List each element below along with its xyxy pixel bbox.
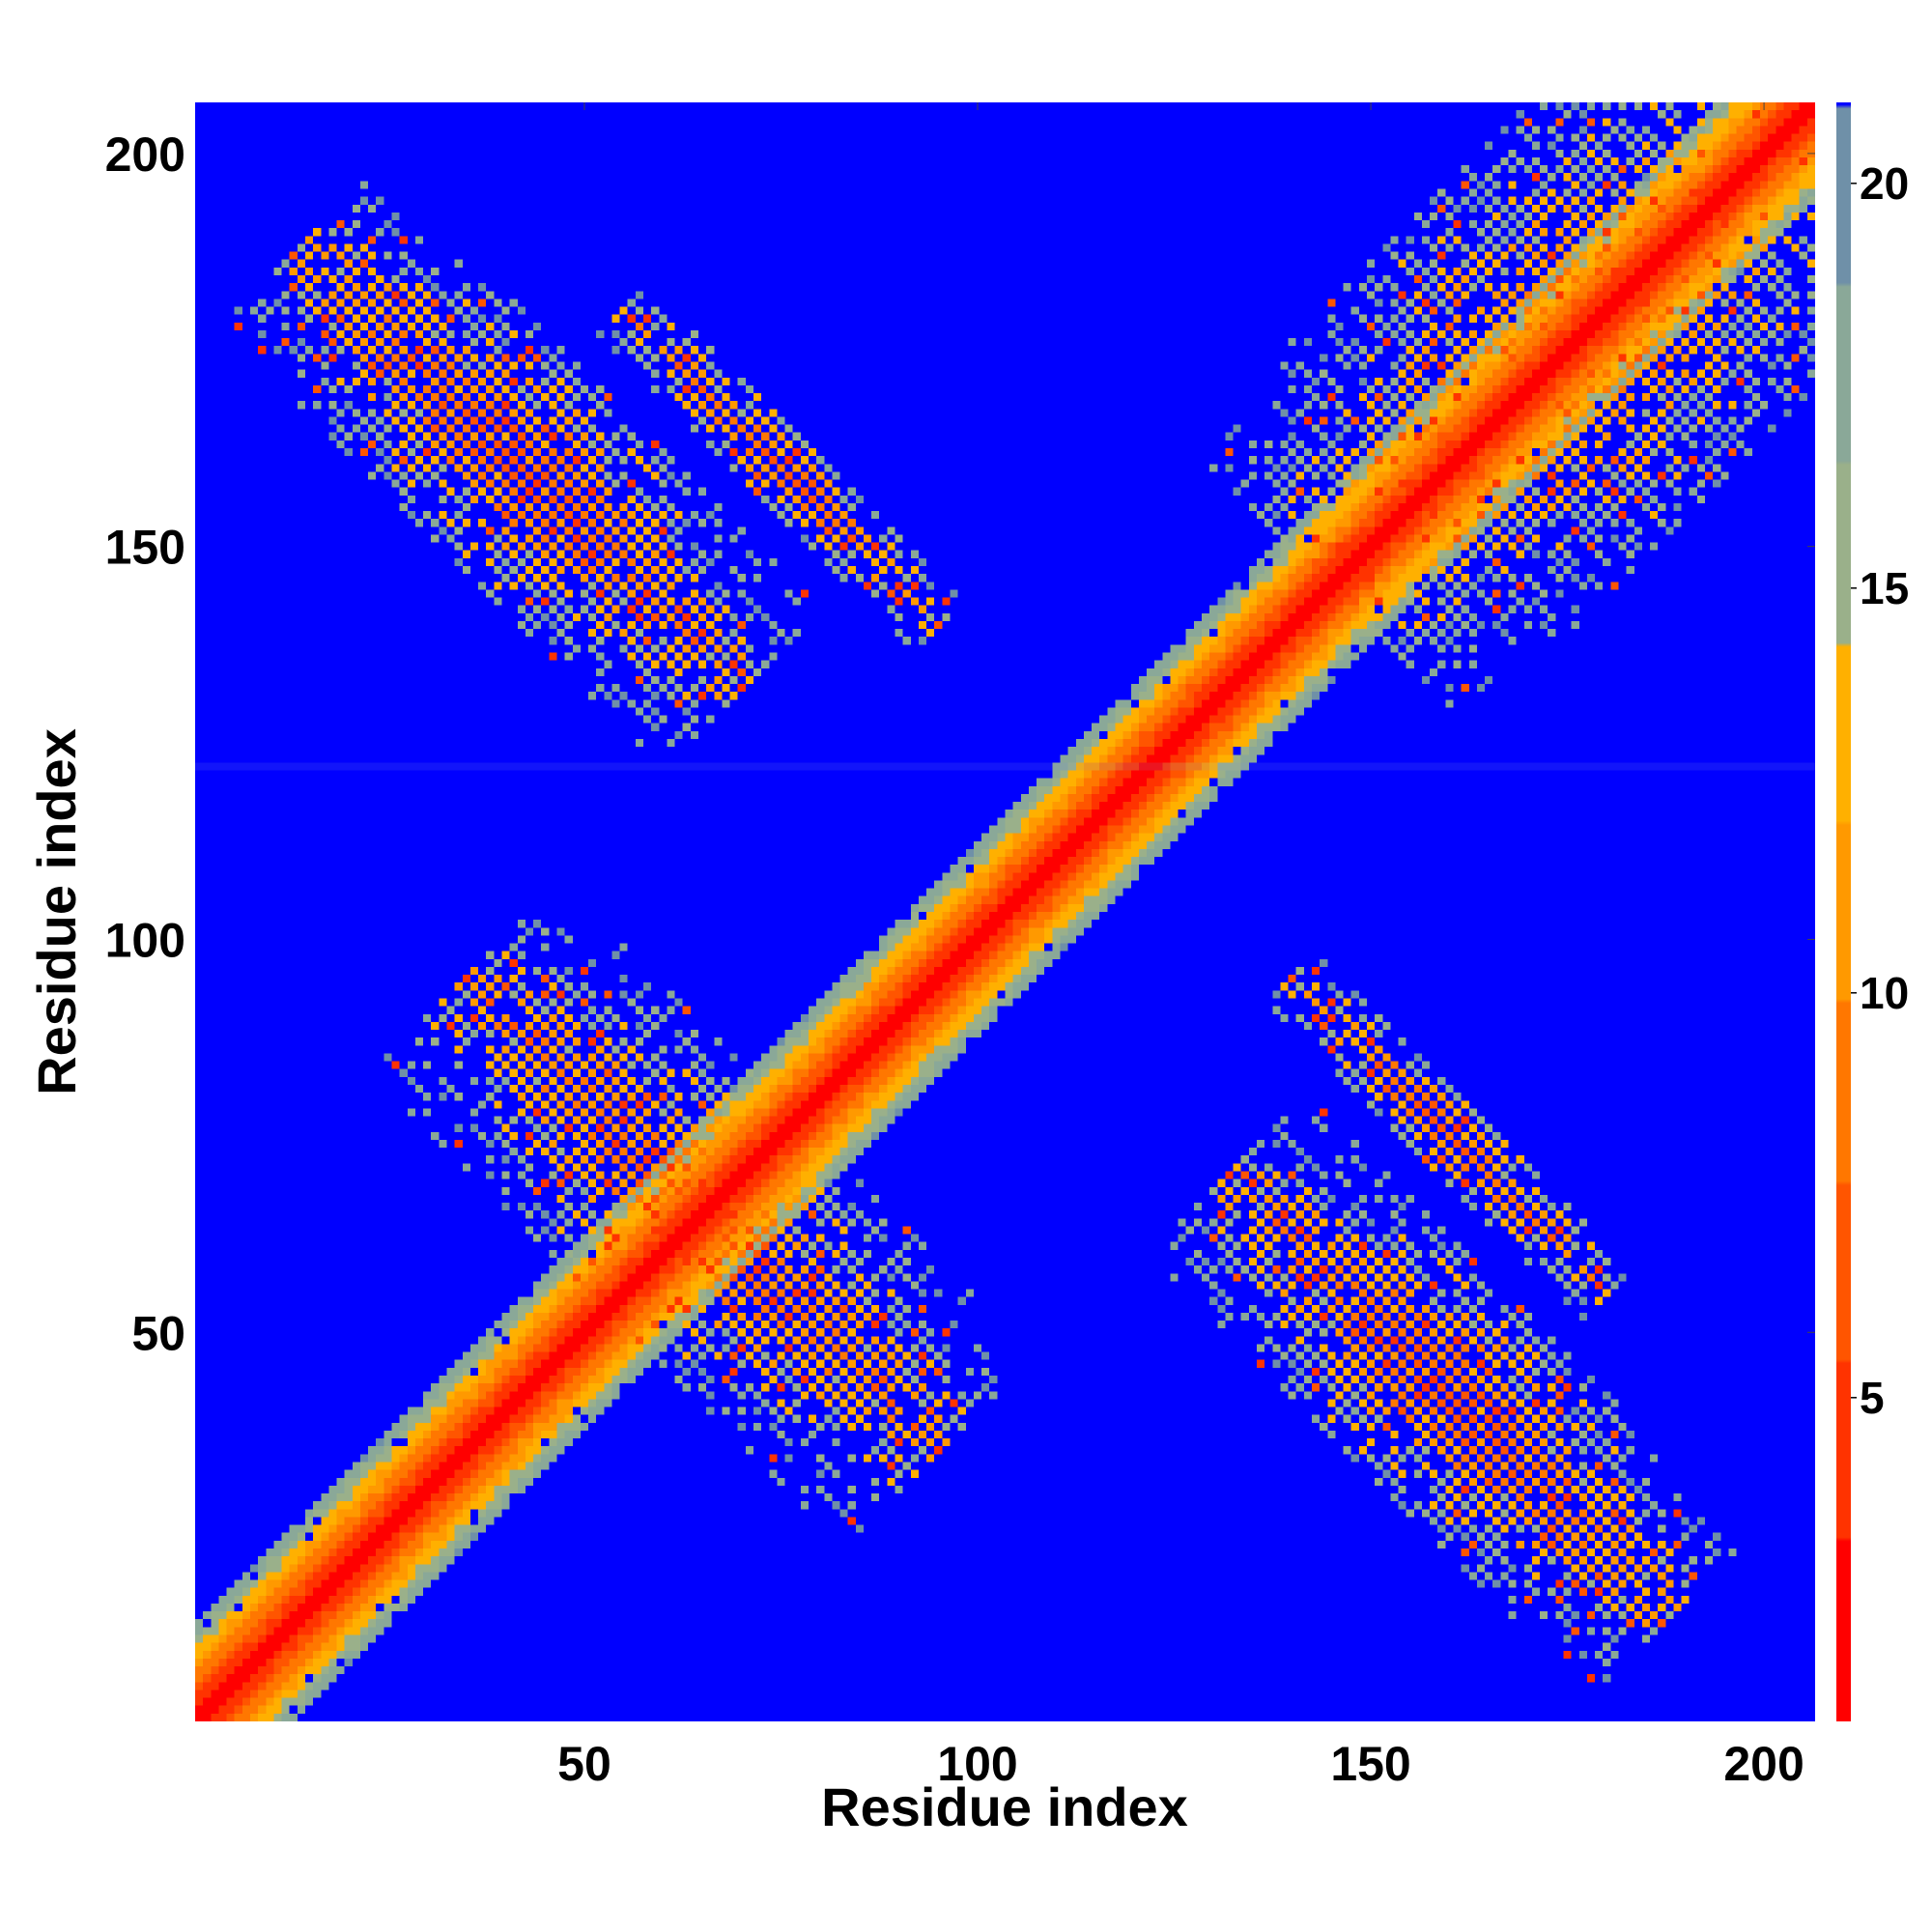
y-tick-label: 200 [105, 128, 185, 182]
x-tick-label: 200 [1723, 1737, 1804, 1791]
colorbar-tick-label: 20 [1860, 158, 1909, 209]
colorbar-ticks: 5 10 15 20 [1851, 158, 1909, 1423]
y-tick-label: 100 [105, 913, 185, 967]
y-tick-label: 50 [131, 1306, 185, 1360]
colorbar-tick-label: 5 [1860, 1373, 1885, 1423]
y-tick-label: 150 [105, 521, 185, 575]
distance-heatmap [195, 102, 1815, 1721]
colorbar-tick-label: 15 [1860, 563, 1909, 613]
x-tick-label: 50 [557, 1737, 611, 1791]
colorbar [1836, 102, 1851, 1721]
y-axis-label: Residue index [26, 728, 87, 1095]
y-axis-ticks: 50 100 150 200 [105, 128, 1815, 1360]
x-axis-label: Residue index [821, 1776, 1188, 1837]
colorbar-tick-label: 10 [1860, 968, 1909, 1018]
x-axis-ticks: 50 100 150 200 [557, 102, 1804, 1791]
x-tick-label: 150 [1330, 1737, 1410, 1791]
x-tick-label: 100 [937, 1737, 1017, 1791]
